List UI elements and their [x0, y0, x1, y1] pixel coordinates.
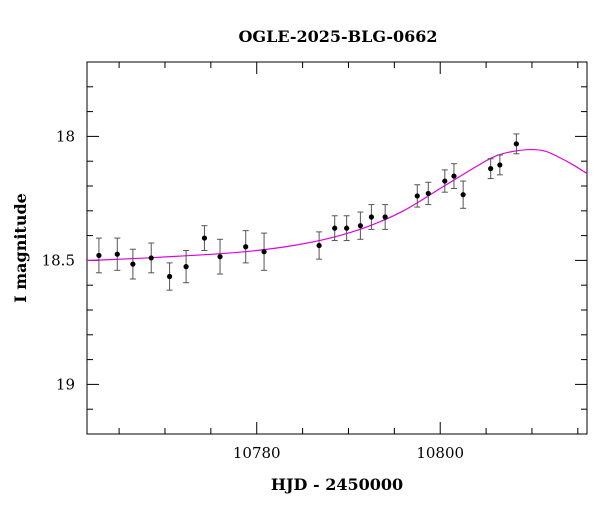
data-marker	[217, 254, 223, 260]
model-curve	[86, 148, 588, 261]
plot-frame	[86, 61, 588, 435]
data-point	[129, 248, 136, 280]
data-point	[441, 169, 448, 193]
data-points	[95, 133, 520, 291]
data-point	[496, 154, 503, 176]
data-marker	[96, 252, 102, 259]
data-point	[316, 231, 323, 260]
chart-title: OGLE-2025-BLG-0662	[238, 27, 437, 46]
data-point	[450, 163, 457, 189]
data-marker	[414, 193, 420, 199]
data-marker	[442, 178, 448, 184]
data-marker	[368, 214, 375, 220]
data-marker	[451, 173, 457, 179]
data-point	[148, 242, 155, 274]
tick-labels: 10780 10800 18 18.5 19	[42, 127, 464, 462]
data-point	[513, 133, 520, 155]
data-marker	[148, 255, 154, 261]
data-marker	[201, 235, 208, 241]
y-tick-label: 18.5	[42, 251, 75, 269]
data-marker	[344, 225, 350, 231]
x-tick-label: 10800	[416, 444, 464, 462]
data-point	[425, 181, 432, 206]
data-point	[414, 184, 421, 208]
data-marker	[166, 273, 173, 280]
data-marker	[513, 141, 519, 147]
data-marker	[114, 251, 120, 257]
x-axis-label: HJD - 2450000	[271, 475, 403, 494]
data-point	[201, 225, 208, 251]
data-point	[331, 215, 338, 242]
data-point	[487, 158, 494, 180]
data-marker	[261, 249, 267, 255]
x-tick-label: 10780	[233, 444, 281, 462]
data-marker	[425, 190, 431, 197]
data-marker	[357, 223, 363, 229]
data-marker	[332, 225, 338, 231]
data-marker	[130, 261, 136, 267]
y-tick-label: 18	[56, 127, 75, 145]
y-tick-label: 19	[56, 375, 75, 393]
data-point	[368, 204, 375, 230]
data-marker	[183, 264, 189, 270]
data-point	[357, 211, 364, 240]
data-marker	[488, 166, 494, 172]
data-marker	[316, 242, 322, 249]
data-point	[261, 232, 268, 271]
y-axis-label: I magnitude	[11, 193, 30, 303]
data-point	[382, 204, 389, 230]
data-point	[460, 180, 467, 209]
data-marker	[243, 244, 249, 250]
data-point	[183, 249, 190, 284]
data-point	[114, 237, 121, 271]
data-point	[217, 238, 224, 275]
data-marker	[497, 162, 503, 168]
data-point	[95, 237, 102, 274]
minor-ticks	[87, 61, 587, 435]
major-ticks	[87, 62, 587, 434]
data-marker	[460, 192, 466, 198]
data-point	[166, 262, 173, 291]
data-point	[343, 215, 350, 242]
data-marker	[382, 214, 388, 220]
data-point	[242, 230, 249, 264]
